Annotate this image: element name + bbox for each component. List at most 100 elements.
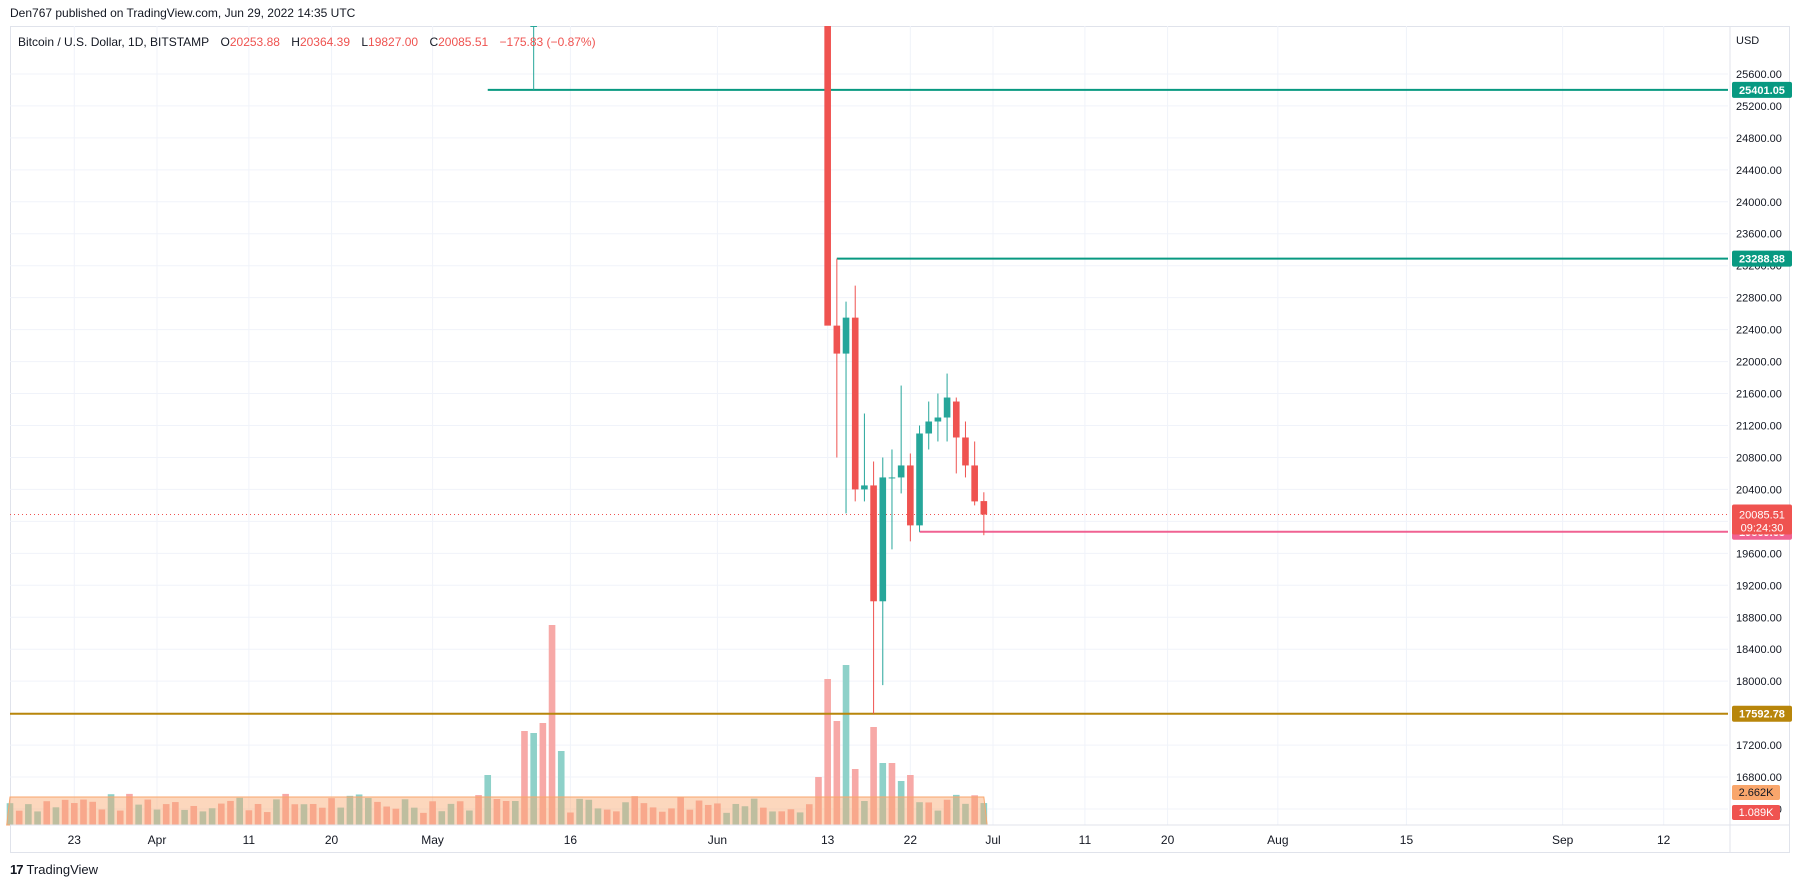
volume-bar [888,763,896,825]
publication-credit: Den767 published on TradingView.com, Jun… [10,6,356,20]
price-tick-label: 22000.00 [1736,357,1782,369]
level-lines [10,88,1728,715]
candle-body [934,417,942,422]
volume-bar [447,803,455,825]
candle-body [907,465,914,526]
price-tick-label: 22800.00 [1736,293,1782,305]
volume-bar [282,793,289,825]
volume-bar [116,810,124,825]
volume-bar [613,811,620,825]
grid [10,26,1728,825]
time-tick-label: 20 [325,833,339,847]
volume-bar [429,801,436,825]
candle-body [851,317,859,490]
volume-bar [43,801,51,825]
volume-bar [135,804,142,825]
price-tick-label: 19600.00 [1736,548,1782,560]
candle-body [952,401,960,438]
volume-bar [750,798,758,825]
volume-bar [815,777,822,825]
candle-body [897,465,905,478]
volume-bar [649,807,657,825]
volume-bar [576,798,583,825]
candle-body [962,437,969,466]
volume-bar [172,802,179,825]
level-price-label-support-bg [1732,705,1792,722]
time-tick-label: 11 [243,833,256,847]
time-tick-label: Jun [708,833,727,847]
price-tick-label: 21200.00 [1736,421,1782,433]
volume-bar [640,803,648,825]
candle-body [842,317,850,354]
volume-bar [668,808,675,825]
time-tick-label: 13 [821,833,835,847]
brand-name[interactable]: TradingView [26,862,99,877]
volume-bar [383,806,390,825]
candles [530,26,988,714]
candle-body [916,433,923,526]
volume-bar [80,799,87,825]
volume-bar [236,797,243,825]
volume-bar [217,803,225,825]
volume-bar [181,809,188,825]
volume-bars [6,625,988,825]
volume-bar [925,802,933,825]
volume-bar [631,796,639,825]
volume-bar [686,809,694,825]
candle-body [870,485,877,602]
volume-bar [934,810,942,825]
volume-bar [916,802,923,825]
time-tick-label: 23 [68,833,82,847]
price-axis: USD 25600.00 25200.00 24800.00 24400.00 24000… [1729,26,1782,853]
price-tick-label: 19200.00 [1736,580,1782,592]
time-tick-label: 22 [904,833,918,847]
time-tick-label: Aug [1267,833,1288,847]
high-value: 20364.39 [299,35,350,49]
last-price-tag-bg [1732,504,1792,535]
volume-ma-label-bg [1732,785,1780,800]
volume-bar [714,803,721,825]
candle-body [980,501,988,515]
volume-bar [107,794,115,825]
time-tick-label: 11 [1079,833,1092,847]
volume-bar [52,807,60,825]
volume-bar [879,763,887,825]
volume-bar [346,795,354,825]
price-tick-label: 20400.00 [1736,484,1782,496]
volume-bar [15,810,23,825]
volume-bar [741,806,749,825]
volume-bar [190,805,198,825]
price-tick-label: 20800.00 [1736,452,1782,464]
volume-bar [870,727,877,825]
volume-bar [861,801,868,825]
price-tick-label: 18400.00 [1736,644,1782,656]
time-tick-label: 12 [1657,833,1671,847]
footer: 17 TradingView [10,862,98,877]
volume-bar [420,812,427,825]
level-price-label-resistance: 25401.05 [1739,85,1785,97]
volume-bar [567,812,574,825]
volume-bar [25,804,32,825]
price-tick-label: 21600.00 [1736,389,1782,401]
symbol-name: Bitcoin / U.S. Dollar, 1D, BITSTAMP [18,35,210,49]
time-tick-label: Apr [148,833,167,847]
time-tick-label: 16 [564,833,578,847]
time-tick-label: May [421,833,444,847]
level-price-label-resistance: 23288.88 [1739,254,1785,266]
volume-bar [227,800,234,825]
volume-bar [585,799,593,825]
volume-bar [897,781,905,825]
open-value: 20253.88 [229,35,280,49]
volume-bar [805,804,813,825]
tradingview-logo-icon: 17 [10,862,24,877]
volume-bar [521,731,528,825]
price-tick-label: 18800.00 [1736,612,1782,624]
volume-bar [907,775,914,825]
volume-bar [778,811,786,825]
volume-bar [658,811,666,825]
volume-bar [695,800,703,825]
price-tick-label: 22400.00 [1736,325,1782,337]
volume-bar [484,775,492,825]
volume-bar [328,798,335,825]
